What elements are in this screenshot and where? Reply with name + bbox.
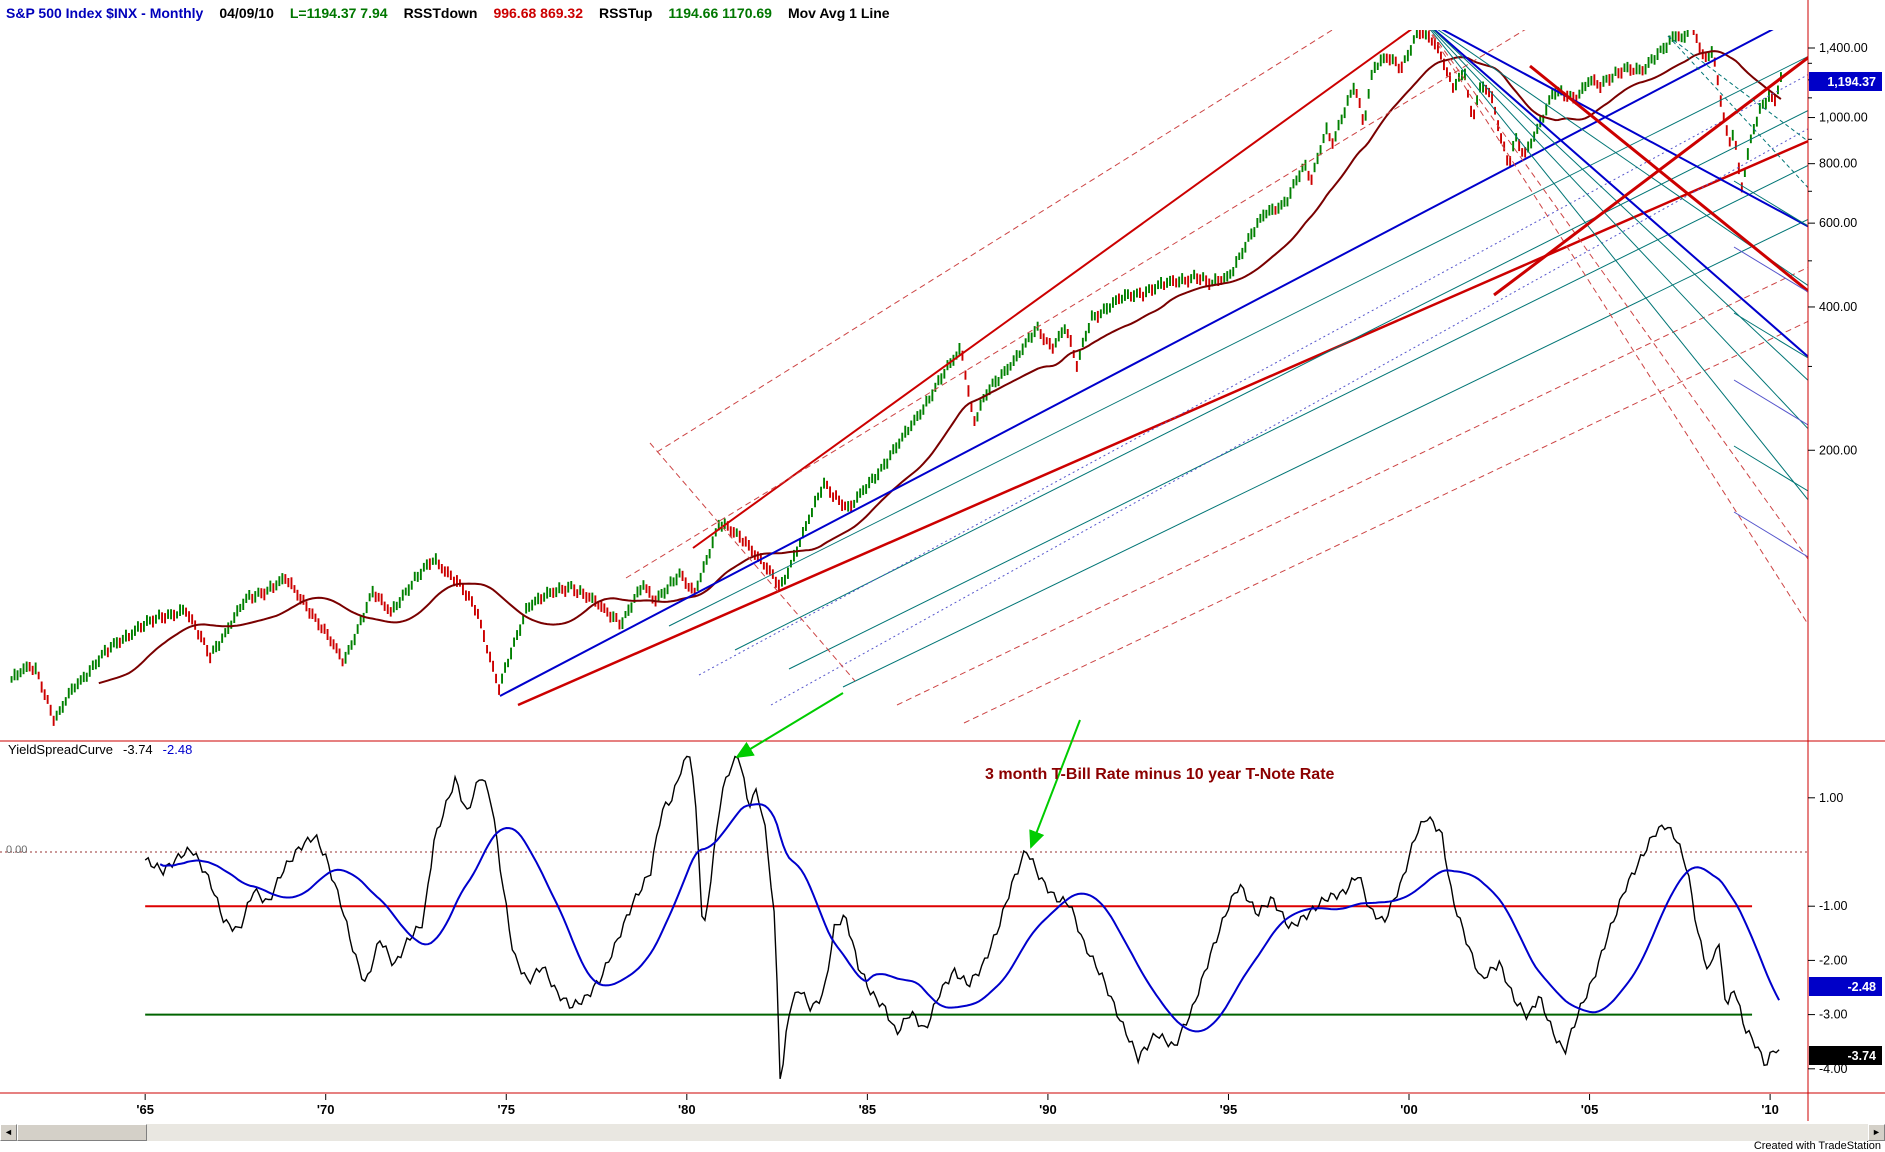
svg-text:-1.00: -1.00 (1819, 899, 1848, 913)
indicator-name: YieldSpreadCurve (8, 742, 114, 757)
scroll-left-button[interactable]: ◄ (0, 1124, 17, 1141)
svg-text:-2.00: -2.00 (1819, 953, 1848, 967)
zero-line-label: 0.00 (6, 844, 28, 856)
svg-text:400.00: 400.00 (1819, 300, 1857, 314)
svg-text:-4.00: -4.00 (1819, 1062, 1848, 1076)
spread-value-badge: -3.74 (1809, 1046, 1882, 1065)
svg-text:1.00: 1.00 (1819, 791, 1843, 805)
header-segment: S&P 500 Index $INX - Monthly (6, 5, 204, 21)
annotation-arrows (735, 692, 1081, 849)
header-segment: L=1194.37 7.94 (289, 5, 388, 21)
svg-text:'10: '10 (1761, 1102, 1779, 1117)
svg-text:'70: '70 (317, 1102, 335, 1117)
chart-header: S&P 500 Index $INX - Monthly 04/09/10 L=11… (0, 0, 900, 26)
last-price-badge: 1,194.37 (1809, 72, 1882, 91)
header-segment: 996.68 869.32 (493, 5, 583, 21)
price-pane[interactable] (10, 12, 1813, 726)
header-segment: 1194.66 1170.69 (668, 5, 772, 21)
svg-text:'90: '90 (1039, 1102, 1057, 1117)
svg-text:800.00: 800.00 (1819, 157, 1857, 171)
svg-text:'65: '65 (136, 1102, 154, 1117)
scroll-right-button[interactable]: ► (1868, 1124, 1885, 1141)
svg-text:1,000.00: 1,000.00 (1819, 111, 1868, 125)
horizontal-scrollbar[interactable]: ◄ ► (0, 1124, 1885, 1141)
svg-text:'05: '05 (1581, 1102, 1599, 1117)
svg-text:'80: '80 (678, 1102, 696, 1117)
pane-borders (0, 0, 1885, 1121)
spread-pane[interactable] (0, 755, 1808, 1080)
header-segment: Mov Avg 1 Line (787, 5, 890, 21)
scrollbar-track[interactable] (17, 1124, 1868, 1141)
spread-annotation: 3 month T-Bill Rate minus 10 year T-Note… (985, 766, 1335, 783)
indicator-label: YieldSpreadCurve -3.74 -2.48 (8, 742, 202, 757)
scrollbar-thumb[interactable] (17, 1124, 147, 1141)
watermark: Created with TradeStation (1753, 1140, 1881, 1152)
svg-text:'85: '85 (859, 1102, 877, 1117)
price-axis: 1,400.00 1,000.00 800.00 600.00 400.00 200.00… (1808, 41, 1868, 1076)
time-axis: '65 '70 '75 '80 '85 '90 '95 '00 '05 '10 (136, 1094, 1779, 1117)
indicator-value: -3.74 (123, 742, 153, 757)
svg-text:1,400.00: 1,400.00 (1819, 41, 1868, 55)
spread-smoothed-badge: -2.48 (1809, 977, 1882, 996)
svg-text:'75: '75 (497, 1102, 515, 1117)
svg-text:200.00: 200.00 (1819, 443, 1857, 457)
indicator-smoothed-value: -2.48 (162, 742, 193, 757)
svg-text:'00: '00 (1400, 1102, 1418, 1117)
header-segment: 04/09/10 (219, 5, 274, 21)
header-segment: RSSTup (598, 5, 653, 21)
header-segment: RSSTdown (403, 5, 478, 21)
svg-text:'95: '95 (1220, 1102, 1238, 1117)
svg-text:-3.00: -3.00 (1819, 1008, 1848, 1022)
svg-text:600.00: 600.00 (1819, 216, 1857, 230)
